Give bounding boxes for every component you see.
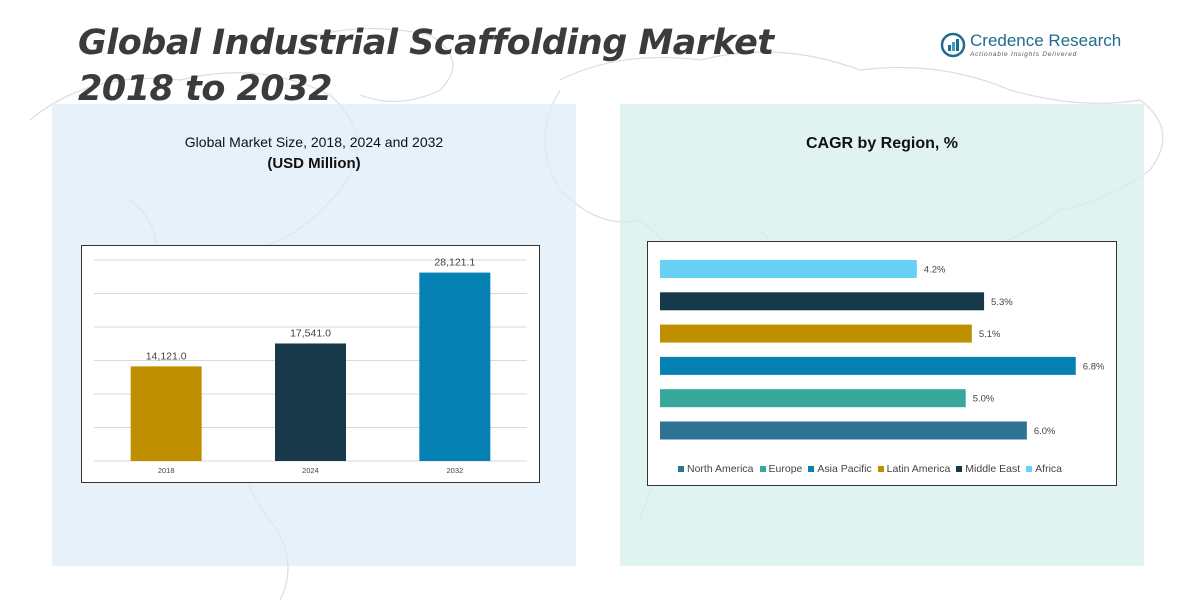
data-label-africa: 4.2% [924, 265, 946, 276]
data-label-north-america: 6.0% [1034, 426, 1056, 437]
bar-africa [660, 260, 917, 278]
logo-tagline: Actionable Insights Delivered [970, 51, 1078, 58]
legend-item-north-america: North America [678, 463, 754, 475]
bar-north-america [660, 421, 1027, 440]
data-label-asia-pacific: 6.8% [1083, 361, 1105, 372]
bar-asia-pacific [660, 356, 1076, 375]
data-label-middle-east: 5.3% [991, 297, 1013, 308]
data-label-2018: 14,121.0 [146, 350, 187, 362]
data-label-europe: 5.0% [973, 394, 995, 405]
tick-label-2024: 2024 [302, 466, 319, 475]
market-size-panel: Global Market Size, 2018, 2024 and 2032 … [52, 104, 576, 566]
market-size-title: Global Market Size, 2018, 2024 and 2032 [184, 134, 444, 150]
tick-label-2032: 2032 [446, 466, 463, 475]
legend-label: Middle East [965, 463, 1021, 475]
legend-swatch [1026, 466, 1033, 472]
data-label-2032: 28,121.1 [434, 257, 475, 269]
credence-research-logo: Credence Research Actionable Insights De… [940, 28, 1130, 68]
market-size-bar-chart: 14,121.0 2018 17,541.0 2024 28,121.1 2032 [94, 257, 527, 475]
page-title: Global Industrial Scaffolding Market 201… [78, 23, 774, 109]
legend-label: North America [687, 463, 754, 475]
legend-label: Latin America [886, 463, 951, 475]
legend-swatch [678, 466, 684, 472]
legend-item-latin-america: Latin America [877, 463, 951, 475]
market-size-subtitle: (USD Million) [267, 155, 361, 172]
legend-item-asia-pacific: Asia Pacific [808, 463, 872, 475]
bar-latin-america [660, 324, 972, 343]
logo-name: Credence Research [970, 31, 1122, 50]
data-label-2024: 17,541.0 [290, 327, 331, 339]
bar-2024 [275, 343, 346, 461]
cagr-horizontal-bar-chart: 4.2% 5.3% 5.1% 6.8% 5.0% 6.0% [660, 260, 1105, 440]
cagr-title: CAGR by Region, % [805, 135, 958, 152]
bar-2032 [419, 272, 491, 461]
data-label-latin-america: 5.1% [979, 329, 1001, 340]
logo-mark-icon [940, 32, 966, 58]
bar-europe [660, 389, 966, 408]
legend-item-middle-east: Middle East [956, 463, 1020, 475]
legend-label: Africa [1035, 463, 1062, 475]
tick-label-2018: 2018 [158, 466, 175, 475]
legend-label: Asia Pacific [817, 463, 872, 475]
bar-2018 [130, 366, 202, 461]
market-size-chart-frame: 14,121.0 2018 17,541.0 2024 28,121.1 2032 [81, 245, 540, 483]
legend-label: Europe [768, 463, 803, 475]
legend-item-africa: Africa [1026, 463, 1062, 475]
cagr-chart-frame: 4.2% 5.3% 5.1% 6.8% 5.0% 6.0% [647, 241, 1117, 486]
cagr-panel: CAGR by Region, % 4.2% 5.3% 5.1% 6.8% 5.0% 6.… [620, 104, 1144, 566]
legend-swatch [808, 466, 815, 472]
cagr-legend: North America Europe Asia Pacific Latin Ame… [678, 463, 1098, 475]
legend-swatch [877, 466, 884, 472]
bar-middle-east [660, 292, 985, 311]
legend-swatch [759, 466, 766, 472]
legend-item-europe: Europe [759, 463, 803, 475]
legend-swatch [956, 466, 963, 472]
